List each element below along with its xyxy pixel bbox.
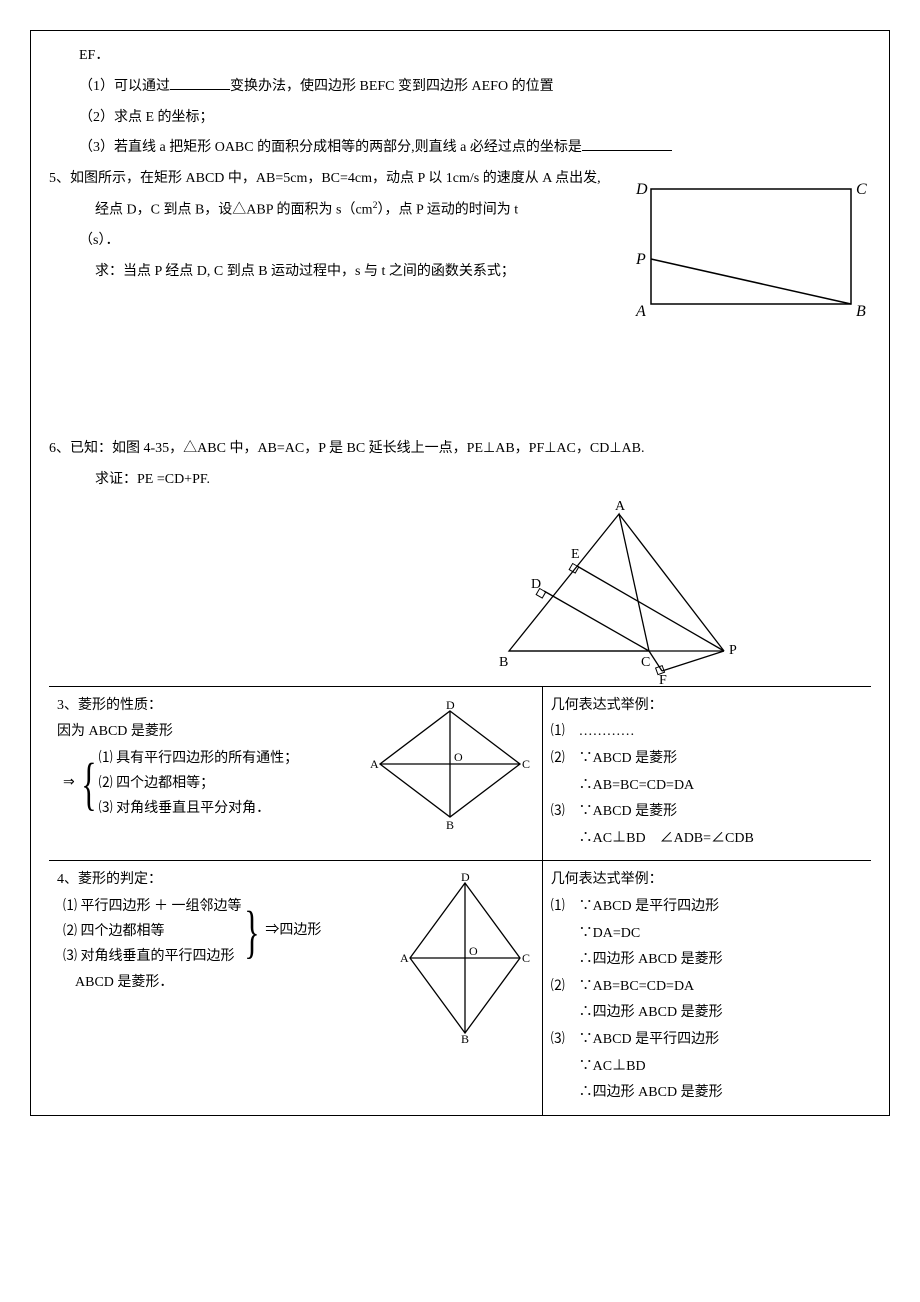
label-D: D <box>446 699 455 712</box>
q-sub3-pre: （3）若直线 a 把矩形 OABC 的面积分成相等的两部分,则直线 a 必经过点… <box>79 140 582 155</box>
q-sub1-post: 变换办法，使四边形 BEFC 变到四边形 AEFO 的位置 <box>230 79 554 94</box>
label-O: O <box>454 750 463 764</box>
sec3-l1: 因为 ABCD 是菱形 <box>57 719 366 746</box>
label-C: C <box>856 181 867 198</box>
sec3-r1: ⑴ ………… <box>551 719 863 746</box>
q5-head: 5、如图所示，在矩形 ABCD 中，AB=5cm，BC=4cm，动点 P 以 1… <box>49 164 611 195</box>
q6-line2: 求证：PE =CD+PF. <box>49 465 871 496</box>
sec3-title: 3、菱形的性质： <box>57 693 366 720</box>
row-judgement: 4、菱形的判定： ⑴ 平行四边形 ＋ 一组邻边等 ⑵ 四个边都相等 ⑶ 对角线垂… <box>49 861 871 1115</box>
label-A: A <box>370 757 379 771</box>
label-D: D <box>461 873 470 884</box>
ef-fragment: EF． <box>49 41 871 72</box>
q6-head: 6、已知：如图 4-35，△ABC 中，AB=AC，P 是 BC 延长线上一点，… <box>49 434 871 465</box>
sec4-figure: D A C B O <box>396 867 534 1043</box>
q-sub1-pre: （1）可以通过 <box>79 79 170 94</box>
sec3-rtitle: 几何表达式举例： <box>551 693 863 720</box>
label-F: F <box>659 673 667 686</box>
sec4-brace-content: ⑴ 平行四边形 ＋ 一组邻边等 ⑵ 四个边都相等 ⑶ 对角线垂直的平行四边形 <box>63 894 242 970</box>
sec4-r3a: ⑶ ∵ABCD 是平行四边形 <box>551 1027 863 1054</box>
label-B: B <box>461 1032 469 1043</box>
label-B: B <box>446 818 454 829</box>
sec3-r3b: ∴AC⊥BD ∠ADB=∠CDB <box>551 826 863 853</box>
sec3-r2b: ∴AB=BC=CD=DA <box>551 773 863 800</box>
q5-text: 5、如图所示，在矩形 ABCD 中，AB=5cm，BC=4cm，动点 P 以 1… <box>49 164 611 288</box>
cell-4-left: 4、菱形的判定： ⑴ 平行四边形 ＋ 一组邻边等 ⑵ 四个边都相等 ⑶ 对角线垂… <box>49 861 542 1115</box>
label-C: C <box>522 757 530 771</box>
label-D: D <box>531 577 541 592</box>
row-properties: 3、菱形的性质： 因为 ABCD 是菱形 ⇒ { ⑴ 具有平行四边形的所有通性；… <box>49 686 871 861</box>
q-sub2: （2）求点 E 的坐标； <box>49 103 871 134</box>
q-sub1: （1）可以通过 变换办法，使四边形 BEFC 变到四边形 AEFO 的位置 <box>49 72 871 103</box>
sec4-brace: ⑴ 平行四边形 ＋ 一组邻边等 ⑵ 四个边都相等 ⑶ 对角线垂直的平行四边形 }… <box>57 894 396 970</box>
label-P: P <box>729 643 737 658</box>
spacer-1 <box>49 324 871 434</box>
label-C: C <box>522 951 530 965</box>
label-B: B <box>856 303 866 320</box>
arrow-icon: ⇒ <box>63 768 75 799</box>
label-C: C <box>641 655 650 670</box>
sec4-b1: ⑴ 平行四边形 ＋ 一组邻边等 <box>63 894 242 919</box>
q5-line2: 经点 D，C 到点 B，设△ABP 的面积为 s（cm2），点 P 运动的时间为… <box>49 195 611 226</box>
sec3-b1: ⑴ 具有平行四边形的所有通性； <box>99 746 299 771</box>
q5-line3: （s）． <box>49 226 611 257</box>
sec4-b3: ⑶ 对角线垂直的平行四边形 <box>63 944 242 969</box>
cell-4-right: 几何表达式举例： ⑴ ∵ABCD 是平行四边形 ∵DA=DC ∴四边形 ABCD… <box>542 861 871 1115</box>
sec4-r2a: ⑵ ∵AB=BC=CD=DA <box>551 974 863 1001</box>
sec4-arrow-text: ⇒四边形 <box>265 916 321 947</box>
sec3-brace: ⇒ { ⑴ 具有平行四边形的所有通性； ⑵ 四个边都相等； ⑶ 对角线垂直且平分… <box>57 746 366 822</box>
q5-l2a: 经点 D，C 到点 B，设△ABP 的面积为 s（cm <box>95 203 373 218</box>
q6-figure: A E D B C F P <box>49 496 871 686</box>
question-5: 5、如图所示，在矩形 ABCD 中，AB=5cm，BC=4cm，动点 P 以 1… <box>49 164 871 324</box>
sec3-b3: ⑶ 对角线垂直且平分对角． <box>99 796 299 821</box>
sec4-r2b: ∴四边形 ABCD 是菱形 <box>551 1000 863 1027</box>
brace-left-icon: { <box>81 755 96 813</box>
sec3-brace-content: ⑴ 具有平行四边形的所有通性； ⑵ 四个边都相等； ⑶ 对角线垂直且平分对角． <box>99 746 299 822</box>
sec4-r3b: ∵AC⊥BD <box>551 1054 863 1081</box>
sec3-r2a: ⑵ ∵ABCD 是菱形 <box>551 746 863 773</box>
q5-l2b: ），点 P 运动的时间为 t <box>377 203 518 218</box>
sec4-title: 4、菱形的判定： <box>57 867 396 894</box>
label-B: B <box>499 655 508 670</box>
sec4-tail: ABCD 是菱形． <box>57 970 396 997</box>
sec4-r3c: ∴四边形 ABCD 是菱形 <box>551 1080 863 1107</box>
rhombus-diagram-1: D A C B O <box>370 699 530 829</box>
label-O: O <box>469 944 478 958</box>
q5-figure: D C P A B <box>611 164 871 324</box>
q-sub3: （3）若直线 a 把矩形 OABC 的面积分成相等的两部分,则直线 a 必经过点… <box>49 133 871 164</box>
property-table: 3、菱形的性质： 因为 ABCD 是菱形 ⇒ { ⑴ 具有平行四边形的所有通性；… <box>49 686 871 1115</box>
cell-3-left: 3、菱形的性质： 因为 ABCD 是菱形 ⇒ { ⑴ 具有平行四边形的所有通性；… <box>49 686 542 861</box>
page: EF． （1）可以通过 变换办法，使四边形 BEFC 变到四边形 AEFO 的位置… <box>0 0 920 1136</box>
content-frame: EF． （1）可以通过 变换办法，使四边形 BEFC 变到四边形 AEFO 的位置… <box>30 30 890 1116</box>
blank-2 <box>582 136 672 151</box>
rectangle-diagram: D C P A B <box>621 174 871 324</box>
sec4-r1c: ∴四边形 ABCD 是菱形 <box>551 947 863 974</box>
triangle-diagram: A E D B C F P <box>489 496 749 686</box>
label-A: A <box>615 499 626 514</box>
sec4-r1b: ∵DA=DC <box>551 921 863 948</box>
blank-1 <box>170 75 230 90</box>
q5-line4: 求：当点 P 经点 D, C 到点 B 运动过程中，s 与 t 之间的函数关系式… <box>49 257 611 288</box>
label-P: P <box>635 251 646 268</box>
sec4-b2: ⑵ 四个边都相等 <box>63 919 242 944</box>
cell-3-right: 几何表达式举例： ⑴ ………… ⑵ ∵ABCD 是菱形 ∴AB=BC=CD=DA… <box>542 686 871 861</box>
label-E: E <box>571 547 580 562</box>
brace-right-icon: } <box>244 903 259 961</box>
sec4-rtitle: 几何表达式举例： <box>551 867 863 894</box>
sec4-r1a: ⑴ ∵ABCD 是平行四边形 <box>551 894 863 921</box>
sec3-b2: ⑵ 四个边都相等； <box>99 771 299 796</box>
sec3-r3a: ⑶ ∵ABCD 是菱形 <box>551 799 863 826</box>
rhombus-diagram-2: D A C B O <box>400 873 530 1043</box>
sec3-figure: D A C B O <box>366 693 534 829</box>
question-6: 6、已知：如图 4-35，△ABC 中，AB=AC，P 是 BC 延长线上一点，… <box>49 434 871 686</box>
label-A: A <box>400 951 409 965</box>
label-D: D <box>635 181 648 198</box>
label-A: A <box>635 303 646 320</box>
